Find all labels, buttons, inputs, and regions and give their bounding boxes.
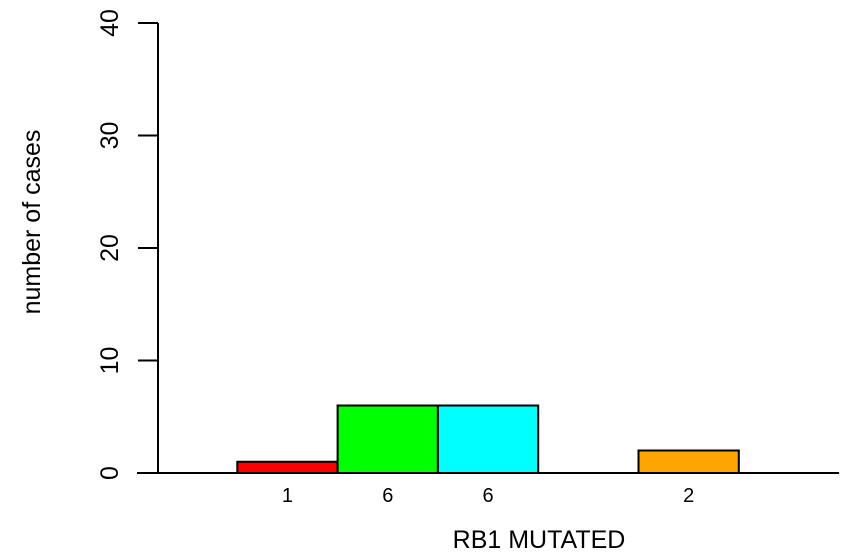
bar-count-label: 2 (683, 485, 694, 507)
bar-count-label: 6 (382, 485, 393, 507)
bar-count-label: 1 (282, 485, 293, 507)
y-tick-label: 20 (96, 234, 124, 262)
y-tick-label: 40 (96, 9, 124, 37)
bars (236, 404, 740, 474)
bar (436, 404, 540, 474)
bar (336, 404, 439, 474)
x-axis-label: RB1 MUTATED (453, 526, 626, 554)
y-axis-label: number of cases (18, 130, 46, 315)
bar-count-label: 6 (482, 485, 493, 507)
bar (637, 449, 740, 474)
y-axis: 0 10 20 30 40 (96, 9, 159, 480)
y-tick-label: 30 (96, 122, 124, 150)
y-tick-label: 10 (96, 347, 124, 375)
y-tick-label: 0 (96, 466, 124, 480)
bar (236, 460, 339, 474)
